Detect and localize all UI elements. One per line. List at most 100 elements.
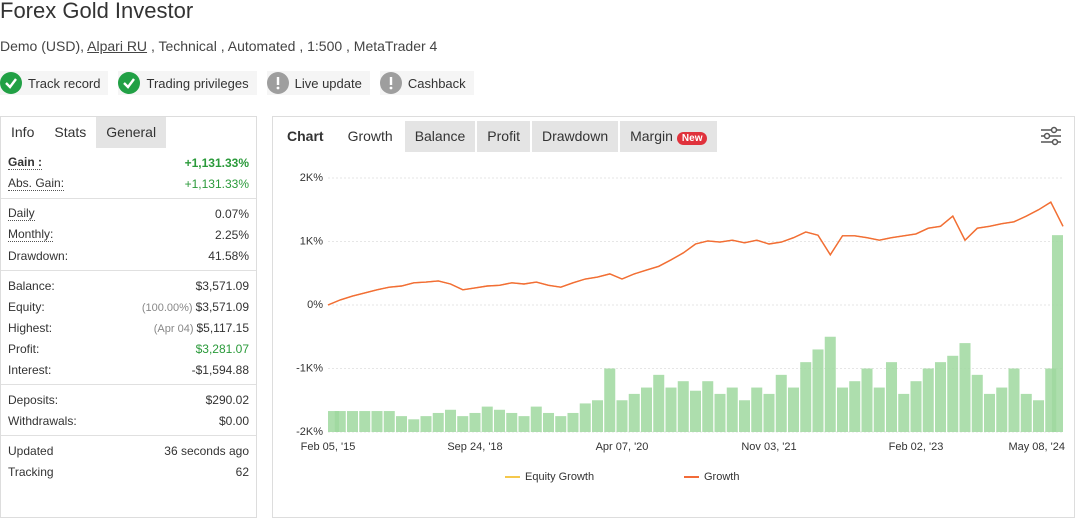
bar [604, 368, 616, 432]
bar [359, 411, 371, 432]
stat-value: $0.00 [218, 413, 249, 428]
stat-value-wrap: $290.02 [206, 393, 249, 407]
x-tick-label: Feb 05, '15 [301, 441, 356, 453]
bar [665, 387, 677, 432]
stat-label: Withdrawals: [8, 413, 77, 428]
bar [947, 355, 959, 432]
legend-label: Equity Growth [525, 471, 594, 483]
stat-note: (Apr 04) [153, 322, 194, 335]
bar [849, 381, 861, 432]
stat-value-wrap: $3,571.09 [196, 279, 249, 293]
icon-bg [0, 72, 22, 94]
stat-label: Monthly: [8, 227, 54, 242]
stat-label: Equity: [8, 299, 45, 314]
bar [861, 368, 873, 432]
stat-label: Deposits: [8, 392, 59, 407]
chart-tab[interactable]: Growth [337, 121, 403, 152]
subtitle: Demo (USD), Alpari RU , Technical , Auto… [0, 38, 437, 54]
stats-row: Drawdown: 41.58% [1, 245, 256, 266]
bar [702, 381, 714, 432]
stat-value-wrap: (100.00%) $3,571.09 [142, 300, 249, 314]
chart-tabs: Chart Growth Balance Profit Drawdown Margin Ne… [273, 121, 1074, 152]
bar [334, 411, 346, 432]
check-icon [0, 72, 22, 94]
account: Demo (USD), [0, 38, 85, 54]
stats-group: Updated 36 seconds ago Tracking 62 [1, 436, 256, 486]
stat-value: $3,571.09 [195, 278, 249, 293]
stat-value: 41.58% [208, 248, 249, 263]
chart-tab-label: Drawdown [541, 128, 609, 144]
stat-value-wrap: 36 seconds ago [164, 444, 249, 458]
stat-label: Drawdown: [8, 248, 69, 263]
chart: -2K% -1K% 0% 1K% 2K% Feb 05, '15 Sep 24, '18 Ap… [296, 172, 1065, 483]
bar [383, 411, 395, 432]
stats-row: Balance: $3,571.09 [1, 275, 256, 296]
bar [555, 416, 567, 432]
bar [726, 387, 738, 432]
stats-tab[interactable]: Info [1, 117, 45, 148]
bar [1051, 235, 1063, 432]
bar [971, 374, 983, 432]
details: , Technical , Automated , 1:500 , MetaTr… [150, 38, 438, 54]
dot [389, 86, 393, 90]
bar [800, 362, 812, 432]
stat-label: Gain : [8, 155, 43, 170]
stat-label: Daily [8, 206, 35, 221]
bar [518, 416, 530, 432]
bar [714, 393, 726, 432]
stat-value-wrap: 0.07% [215, 207, 249, 221]
stat-value: 36 seconds ago [164, 443, 249, 458]
bar [457, 416, 469, 432]
chart-tab[interactable]: Profit [477, 121, 530, 152]
bar [395, 416, 408, 432]
chart-tab[interactable]: Balance [404, 121, 476, 152]
chart-tab-label: Profit [487, 128, 520, 144]
stat-value: $3,281.07 [195, 341, 249, 356]
chart-tab-label: Balance [414, 128, 466, 144]
stats-tab[interactable]: General [96, 117, 167, 148]
broker-link[interactable]: Alpari RU [87, 38, 148, 54]
badge-label: Trading privileges [146, 75, 249, 91]
bar [371, 411, 383, 432]
badge-label: Cashback [407, 75, 466, 91]
bar [983, 393, 996, 432]
stat-value: -$1,594.88 [191, 362, 249, 377]
stats-row: Profit: $3,281.07 [1, 338, 256, 359]
line [327, 201, 1064, 306]
stat-label: Tracking [8, 464, 54, 479]
bar [812, 349, 824, 432]
chart-tab-label: Margin [630, 128, 673, 144]
badge: Cashback [379, 71, 474, 95]
bar [567, 412, 579, 432]
title: Forex Gold Investor [0, 0, 194, 23]
x-tick-label: Apr 07, '20 [596, 441, 649, 453]
check [123, 78, 136, 89]
y-tick-label: -1K% [296, 362, 323, 374]
bar [885, 362, 898, 432]
bar [591, 400, 604, 432]
badge: Trading privileges [118, 71, 257, 95]
chart-tab-label: Growth [347, 128, 393, 144]
bar [751, 387, 763, 432]
y-tick-label: 1K% [300, 235, 323, 247]
bar [836, 387, 849, 432]
chart-tab[interactable]: Drawdown [531, 121, 619, 152]
chart-tab[interactable]: Margin New [620, 121, 718, 152]
badge: Track record [0, 71, 109, 95]
stats-panel: Info Stats General Gain : +1,131.33% Abs. Ga… [0, 116, 257, 518]
stats-row: Tracking 62 [1, 461, 256, 482]
settings-icon[interactable] [1040, 126, 1062, 146]
stat-value-wrap: +1,131.33% [185, 156, 249, 170]
stat-label: Abs. Gain: [8, 176, 65, 191]
bar [506, 412, 518, 432]
stats-tabs: Info Stats General [1, 117, 256, 148]
check-icon [118, 72, 141, 94]
stats-list: Gain : +1,131.33% Abs. Gain: +1,131.33% Dail… [1, 148, 256, 486]
bang [276, 77, 279, 85]
bar [444, 409, 457, 432]
bar [959, 343, 971, 432]
stats-row: Daily 0.07% [1, 203, 256, 224]
bar [653, 374, 665, 432]
stats-tab[interactable]: Stats [44, 117, 97, 148]
